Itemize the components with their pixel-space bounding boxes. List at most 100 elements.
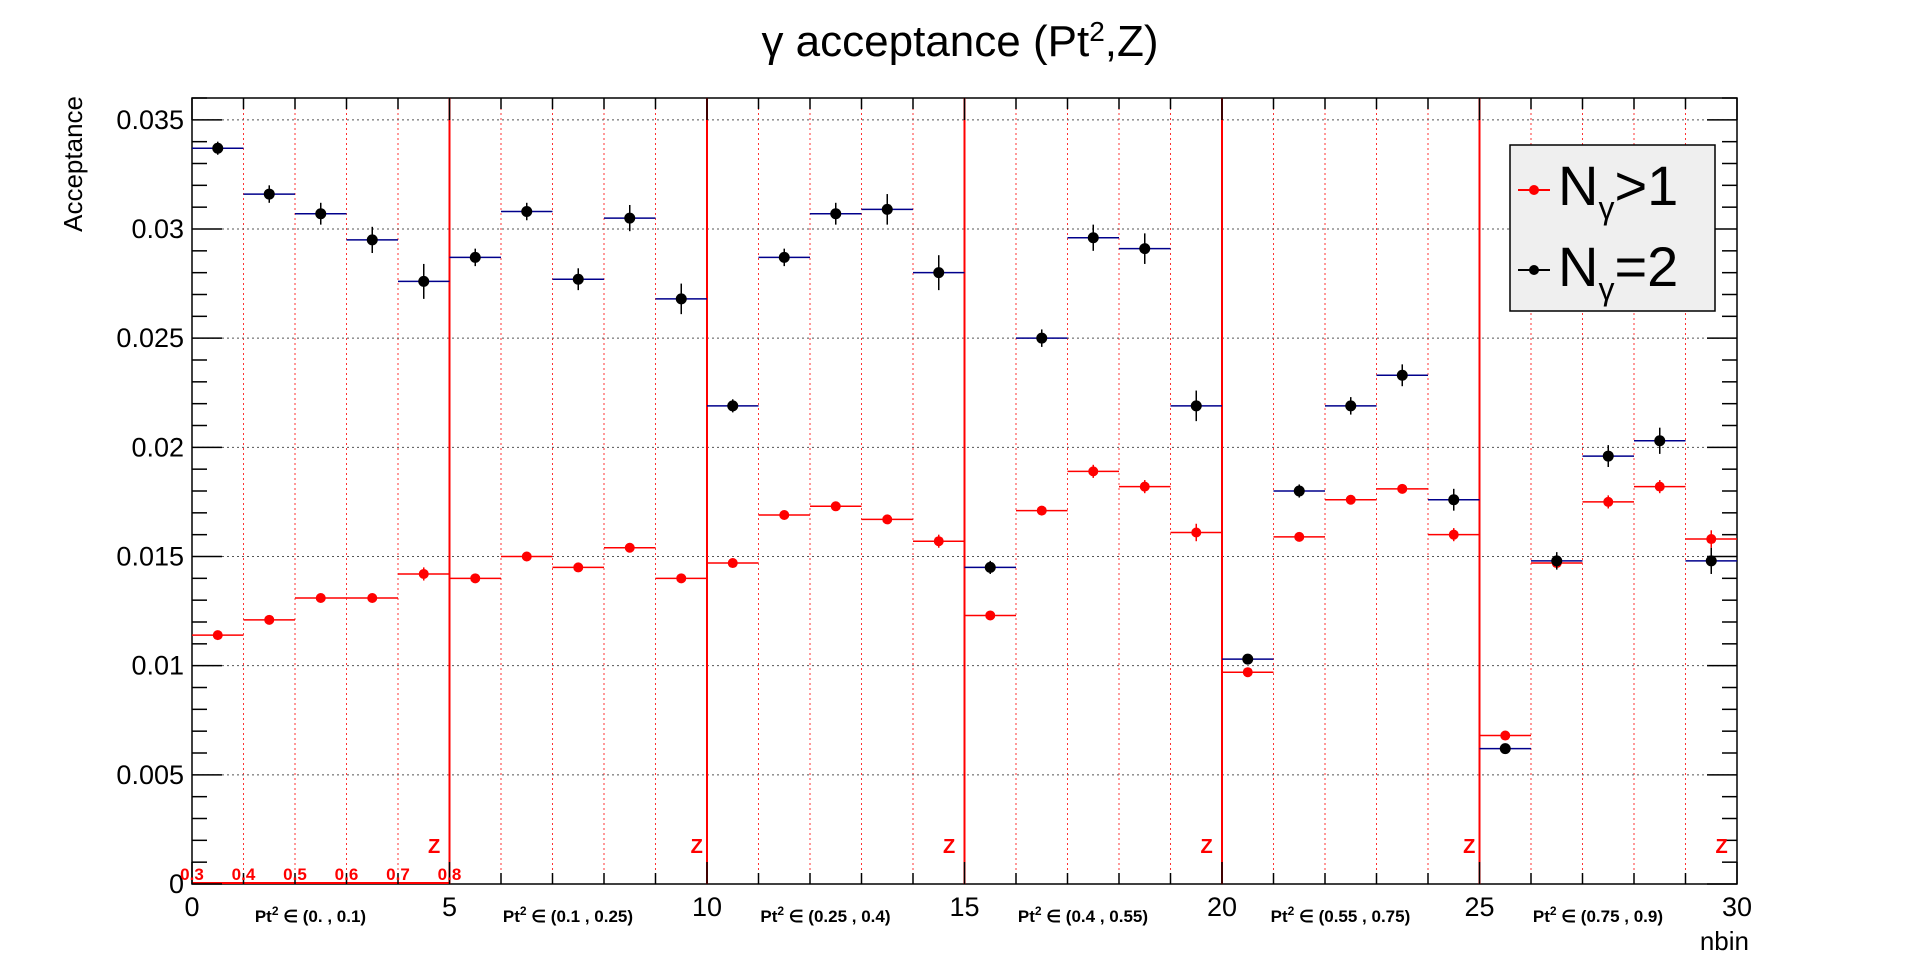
chart-title-sup: 2 (1089, 16, 1105, 47)
data-point (1294, 531, 1305, 542)
data-point (1397, 483, 1408, 494)
data-point (779, 510, 790, 521)
data-point (1345, 400, 1357, 412)
data-point (1088, 466, 1099, 477)
series-layer (192, 141, 1737, 755)
y-tick-label: 0.02 (131, 432, 184, 462)
z-tick-label: 0.8 (438, 865, 462, 884)
chart-title-main: γ acceptance (Pt (761, 17, 1089, 66)
legend-label-eq2-rest: =2 (1614, 235, 1678, 298)
data-point (933, 267, 945, 279)
pt-range-label: Pt2 ∈ (0. , 0.1) (255, 904, 366, 926)
legend-label-eq2-main: N (1558, 235, 1598, 298)
y-tick-label: 0.025 (116, 323, 184, 353)
z-tick-label: 0.4 (232, 865, 256, 884)
x-tick-label: 0 (184, 892, 199, 922)
data-point (1602, 450, 1614, 462)
data-point (984, 561, 996, 573)
data-point (933, 536, 944, 547)
y-tick-label: 0 (169, 869, 184, 899)
data-point (1396, 369, 1408, 381)
pt-range-label: Pt2 ∈ (0.1 , 0.25) (503, 904, 633, 926)
chart-title-end: ,Z) (1105, 17, 1159, 66)
legend-label-gt1-main: N (1558, 154, 1598, 217)
data-point (521, 551, 532, 562)
y-tick-label: 0.01 (131, 651, 184, 681)
data-point (1551, 555, 1563, 567)
data-point (675, 293, 687, 305)
x-tick-label: 30 (1722, 892, 1752, 922)
legend-marker-gt1 (1529, 185, 1539, 195)
data-point (521, 206, 533, 218)
z-tick-label: 0.5 (283, 865, 307, 884)
x-tick-label: 25 (1464, 892, 1494, 922)
data-point (418, 568, 429, 579)
z-tick-label: 0.7 (386, 865, 410, 884)
legend-entry-eq2: Nγ=2 (1518, 235, 1678, 307)
x-tick-label: 15 (949, 892, 979, 922)
data-point (624, 212, 636, 224)
data-point (1654, 435, 1666, 447)
data-point (366, 234, 378, 246)
y-tick-label: 0.03 (131, 214, 184, 244)
z-marker-label: Z (428, 836, 440, 858)
data-point (882, 514, 893, 525)
data-point (1500, 730, 1511, 741)
pt-range-label: Pt2 ∈ (0.25 , 0.4) (760, 904, 890, 926)
pt-range-label: Pt2 ∈ (0.4 , 0.55) (1018, 904, 1148, 926)
data-point (1139, 481, 1150, 492)
pt-range-label: Pt2 ∈ (0.55 , 0.75) (1271, 904, 1411, 926)
data-point (830, 208, 842, 220)
data-point (1191, 527, 1202, 538)
x-tick-label: 5 (442, 892, 457, 922)
data-point (1603, 496, 1614, 507)
legend-entry-gt1: Nγ>1 (1518, 154, 1678, 226)
data-point (1705, 555, 1717, 567)
data-point (881, 203, 893, 215)
series-n-eq2 (192, 141, 1737, 755)
data-point (624, 542, 635, 553)
data-point (263, 188, 275, 200)
data-point (727, 400, 739, 412)
legend-box (1509, 144, 1716, 312)
y-tick-label: 0.015 (116, 542, 184, 572)
legend-label-gt1-rest: >1 (1614, 154, 1678, 217)
data-point (676, 573, 687, 584)
data-point (1499, 743, 1511, 755)
data-point (212, 142, 224, 154)
data-point (1087, 232, 1099, 244)
z-tick-label: 0.3 (180, 865, 204, 884)
z-tick-label: 0.6 (335, 865, 359, 884)
data-point (212, 630, 223, 641)
data-point (367, 592, 378, 603)
data-point (1242, 653, 1254, 665)
data-point (727, 558, 738, 569)
z-marker-label: Z (1200, 836, 1212, 858)
z-marker-label: Z (943, 836, 955, 858)
z-marker-label: Z (691, 836, 703, 858)
data-point (418, 275, 430, 287)
pt-range-label: Pt2 ∈ (0.75 , 0.9) (1533, 904, 1663, 926)
z-marker-label: Z (1463, 836, 1475, 858)
x-tick-label: 20 (1207, 892, 1237, 922)
data-point (1190, 400, 1202, 412)
data-point (830, 501, 841, 512)
data-point (264, 614, 275, 625)
data-point (1139, 243, 1151, 255)
axes-layer: 0 5 10 15 20 25 30 0 0.005 0.01 0.015 0.02 0.025 0.03… (116, 97, 1752, 922)
data-point (315, 592, 326, 603)
data-point (470, 573, 481, 584)
data-point (1448, 494, 1460, 506)
x-tick-label: 10 (692, 892, 722, 922)
legend: Nγ>1 Nγ=2 (1509, 144, 1716, 312)
y-tick-label: 0.035 (116, 105, 184, 135)
data-point (1242, 667, 1253, 678)
data-point (1293, 485, 1305, 497)
y-tick-label: 0.005 (116, 760, 184, 790)
legend-label-eq2: Nγ=2 (1558, 235, 1678, 307)
data-point (1036, 332, 1048, 344)
annotation-layer: Z Z Z Z Z Z 0.3 0.4 0.5 0.6 0.7 0.8 Pt2 ∈ (0. , 0.1)… (180, 836, 1727, 926)
x-axis-label: nbin (1700, 926, 1749, 956)
data-point (778, 251, 790, 263)
